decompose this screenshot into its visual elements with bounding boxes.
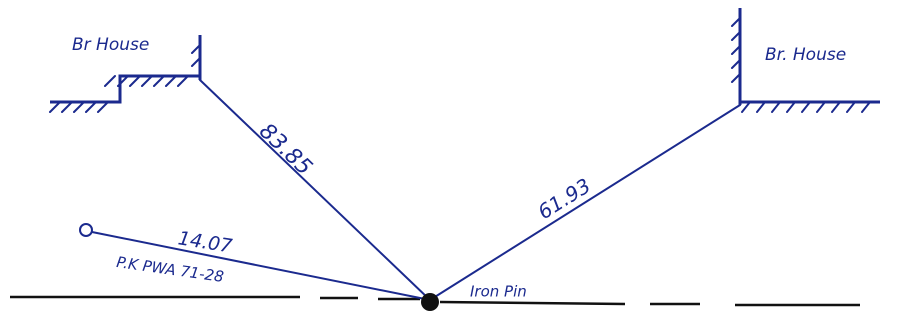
reference-label: P.K PWA 71-28 bbox=[115, 253, 225, 286]
house-label: Br. House bbox=[765, 45, 846, 65]
reference-point bbox=[80, 224, 92, 236]
measure-line bbox=[200, 80, 430, 300]
pin-label: Iron Pin bbox=[470, 283, 527, 301]
measure-line bbox=[430, 105, 740, 300]
survey-sketch: Br House Br. House 83.85 61.93 14.07 P.K… bbox=[0, 0, 902, 315]
iron-pin bbox=[421, 293, 439, 311]
distance-label: 83.85 bbox=[254, 119, 317, 181]
distance-label: 14.07 bbox=[176, 227, 233, 257]
house-label: Br House bbox=[72, 35, 149, 55]
